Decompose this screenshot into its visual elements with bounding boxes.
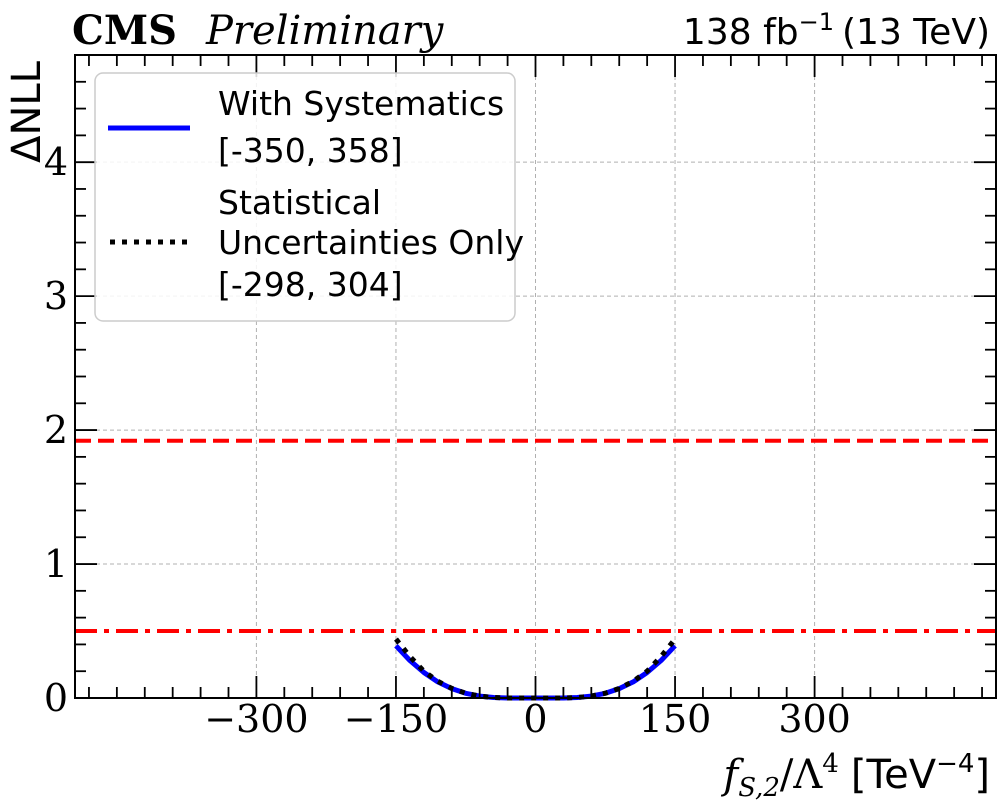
- lumi-value: 138 fb: [683, 12, 799, 53]
- y-tick-label-0: 0: [44, 676, 68, 720]
- legend-label-statistical-line1: Statistical: [218, 183, 381, 222]
- lumi-label: 138 fb−1 (13 TeV): [683, 8, 990, 53]
- y-tick-label-2: 2: [44, 408, 68, 452]
- x-axis-unit-pow: −4: [936, 749, 974, 779]
- legend-label-statistical-line2: Uncertainties Only: [218, 223, 524, 262]
- x-axis-pow: 4: [822, 749, 839, 779]
- y-tick-label-1: 1: [44, 542, 68, 586]
- energy-label: (13 TeV): [842, 12, 990, 53]
- y-axis-label: ΔNLL: [4, 60, 50, 163]
- legend-interval-systematics: [-350, 358]: [218, 131, 403, 170]
- legend: With Systematics [-350, 358] Statistical…: [94, 72, 524, 322]
- x-axis-over: /Λ: [780, 752, 823, 798]
- axis-ticks: [75, 54, 996, 699]
- legend-label-systematics: With Systematics: [218, 84, 504, 123]
- x-axis-sub: S,2: [738, 773, 780, 800]
- experiment-label: CMS: [72, 7, 177, 54]
- x-axis-unit: [TeV: [851, 752, 937, 798]
- reference-lines: [75, 438, 996, 634]
- x-tick-label-1: −150: [344, 697, 448, 741]
- x-axis-unit-close: ]: [974, 752, 990, 798]
- x-tick-label-2: 0: [523, 697, 547, 741]
- x-tick-labels: −300 −150 0 150 300: [204, 697, 851, 741]
- x-tick-label-3: 150: [639, 697, 712, 741]
- y-tick-label-3: 3: [44, 274, 68, 318]
- y-tick-label-4: 4: [44, 140, 68, 184]
- lumi-exponent: −1: [799, 8, 834, 36]
- legend-box: [94, 72, 516, 322]
- y-tick-labels: 0 1 2 3 4: [44, 140, 68, 720]
- x-tick-label-0: −300: [204, 697, 308, 741]
- status-label: Preliminary: [205, 8, 445, 54]
- x-axis-label: fS,2/Λ4 [TeV−4]: [720, 749, 990, 800]
- x-tick-label-4: 300: [778, 697, 851, 741]
- legend-interval-statistical: [-298, 304]: [218, 265, 403, 304]
